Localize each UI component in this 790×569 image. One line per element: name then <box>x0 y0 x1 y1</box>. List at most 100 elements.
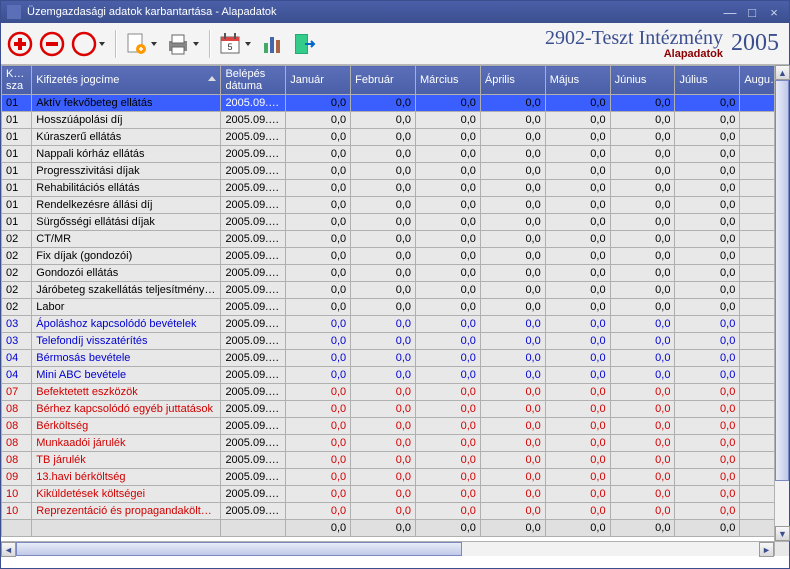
cell[interactable]: 0,0 <box>545 214 610 231</box>
minimize-button[interactable]: — <box>721 5 739 19</box>
new-doc-button[interactable] <box>121 27 161 61</box>
chart-button[interactable] <box>257 27 287 61</box>
cell[interactable]: 0,0 <box>351 112 416 129</box>
table-row[interactable]: 08Bérköltség2005.09.01.0,00,00,00,00,00,… <box>2 418 789 435</box>
cell[interactable]: 0,0 <box>416 435 481 452</box>
cell[interactable]: 0,0 <box>416 146 481 163</box>
cell[interactable]: Munkaadói járulék <box>32 435 221 452</box>
cell[interactable]: 0,0 <box>480 231 545 248</box>
cell[interactable]: 09 <box>2 469 32 486</box>
cell[interactable]: 0,0 <box>286 401 351 418</box>
cell[interactable]: 04 <box>2 367 32 384</box>
cell[interactable]: 03 <box>2 316 32 333</box>
table-row[interactable]: 02Labor2005.09.01.0,00,00,00,00,00,00,0 <box>2 299 789 316</box>
table-row[interactable]: 07Befektetett eszközök2005.09.01.0,00,00… <box>2 384 789 401</box>
cell[interactable]: 0,0 <box>351 503 416 520</box>
cell[interactable]: 0,0 <box>480 367 545 384</box>
cell[interactable]: 0,0 <box>610 486 675 503</box>
cell[interactable]: Reprezentáció és propagandaköltség <box>32 503 221 520</box>
cell[interactable]: 0,0 <box>286 146 351 163</box>
cell[interactable]: 0,0 <box>675 129 740 146</box>
cell[interactable]: 0,0 <box>480 146 545 163</box>
cell[interactable]: 0,0 <box>286 452 351 469</box>
cell[interactable]: Telefondíj visszatérítés <box>32 333 221 350</box>
cell[interactable]: Járóbeteg szakellátás teljesítménydíja <box>32 282 221 299</box>
cell[interactable]: 0,0 <box>480 248 545 265</box>
cell[interactable]: 0,0 <box>545 265 610 282</box>
cell[interactable]: 0,0 <box>351 163 416 180</box>
scroll-right-icon[interactable]: ► <box>759 542 774 557</box>
table-row[interactable]: 0913.havi bérköltség2005.09.01.0,00,00,0… <box>2 469 789 486</box>
column-header-date[interactable]: Belépésdátuma <box>221 66 286 95</box>
cell[interactable]: 2005.09.01. <box>221 333 286 350</box>
cell[interactable]: 0,0 <box>610 401 675 418</box>
cell[interactable]: 0,0 <box>610 265 675 282</box>
cell[interactable]: 0,0 <box>286 214 351 231</box>
cell[interactable]: 0,0 <box>675 95 740 112</box>
maximize-button[interactable]: □ <box>743 5 761 19</box>
cell[interactable]: 0,0 <box>675 214 740 231</box>
scrollbar-thumb[interactable] <box>775 80 789 481</box>
cell[interactable]: 0,0 <box>675 435 740 452</box>
cell[interactable]: 0,0 <box>675 350 740 367</box>
close-button[interactable]: × <box>765 5 783 19</box>
scroll-up-icon[interactable]: ▲ <box>775 65 790 80</box>
cell[interactable]: 0,0 <box>675 299 740 316</box>
cell[interactable]: 0,0 <box>610 350 675 367</box>
cell[interactable]: Gondozói ellátás <box>32 265 221 282</box>
cell[interactable]: 0,0 <box>545 486 610 503</box>
cell[interactable]: 0,0 <box>545 95 610 112</box>
cell[interactable]: 0,0 <box>351 214 416 231</box>
cell[interactable]: 0,0 <box>545 180 610 197</box>
cell[interactable]: 2005.09.01. <box>221 214 286 231</box>
table-row[interactable]: 10Kiküldetések költségei2005.09.01.0,00,… <box>2 486 789 503</box>
cell[interactable]: 02 <box>2 282 32 299</box>
cell[interactable]: 0,0 <box>610 231 675 248</box>
cell[interactable]: 0,0 <box>480 214 545 231</box>
cell[interactable]: 2005.09.01. <box>221 197 286 214</box>
cell[interactable]: 0,0 <box>286 282 351 299</box>
cell[interactable]: 0,0 <box>480 180 545 197</box>
cell[interactable]: 2005.09.01. <box>221 146 286 163</box>
cell[interactable]: 0,0 <box>675 333 740 350</box>
cell[interactable]: Aktív fekvőbeteg ellátás <box>32 95 221 112</box>
cell[interactable]: Rendelkezésre állási díj <box>32 197 221 214</box>
cell[interactable]: 0,0 <box>545 350 610 367</box>
cell[interactable]: 10 <box>2 486 32 503</box>
cell[interactable]: 0,0 <box>610 248 675 265</box>
column-header-mar[interactable]: Március <box>416 66 481 95</box>
cell[interactable]: 0,0 <box>351 367 416 384</box>
cell[interactable]: 0,0 <box>351 129 416 146</box>
cell[interactable]: 2005.09.01. <box>221 231 286 248</box>
cell[interactable]: 0,0 <box>351 469 416 486</box>
cell[interactable]: 0,0 <box>416 384 481 401</box>
cell[interactable]: Bérmosás bevétele <box>32 350 221 367</box>
cell[interactable]: 0,0 <box>416 214 481 231</box>
table-row[interactable]: 02Gondozói ellátás2005.09.01.0,00,00,00,… <box>2 265 789 282</box>
cell[interactable]: 0,0 <box>675 163 740 180</box>
table-row[interactable]: 02Fix díjak (gondozói)2005.09.01.0,00,00… <box>2 248 789 265</box>
cell[interactable]: 0,0 <box>416 350 481 367</box>
cell[interactable]: 0,0 <box>480 486 545 503</box>
cell[interactable]: 2005.09.01. <box>221 265 286 282</box>
cell[interactable]: 0,0 <box>545 112 610 129</box>
cell[interactable]: 08 <box>2 418 32 435</box>
print-button[interactable] <box>163 27 203 61</box>
cell[interactable]: 01 <box>2 214 32 231</box>
cell[interactable]: 0,0 <box>545 435 610 452</box>
cell[interactable]: 03 <box>2 333 32 350</box>
cell[interactable]: 0,0 <box>610 146 675 163</box>
cell[interactable]: 0,0 <box>480 503 545 520</box>
cell[interactable]: 0,0 <box>286 95 351 112</box>
cell[interactable]: Mini ABC bevétele <box>32 367 221 384</box>
cell[interactable]: 2005.09.01. <box>221 503 286 520</box>
cell[interactable]: 0,0 <box>416 248 481 265</box>
cell[interactable]: 0,0 <box>351 452 416 469</box>
table-row[interactable]: 01Aktív fekvőbeteg ellátás2005.09.01.0,0… <box>2 95 789 112</box>
cell[interactable]: 0,0 <box>286 129 351 146</box>
cell[interactable]: 0,0 <box>675 265 740 282</box>
cell[interactable]: 0,0 <box>416 503 481 520</box>
column-header-apr[interactable]: Április <box>480 66 545 95</box>
cell[interactable]: 0,0 <box>286 248 351 265</box>
cell[interactable]: 02 <box>2 265 32 282</box>
